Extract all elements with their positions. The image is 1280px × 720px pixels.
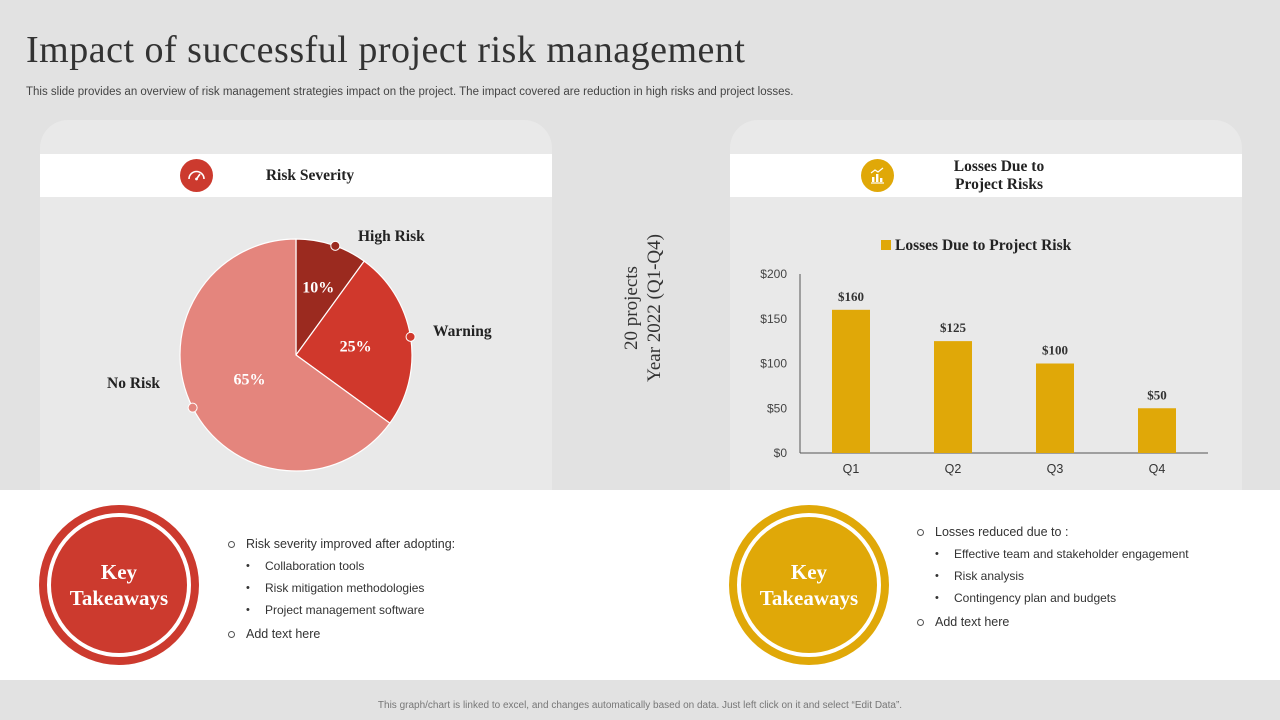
losses-header: Losses Due to Project Risks <box>730 154 1242 197</box>
pie-data-label: 25% <box>340 339 372 356</box>
side-label-line2: Year 2022 (Q1-Q4) <box>644 233 665 382</box>
badge-ring-right <box>737 513 881 657</box>
pie-category-label: No Risk <box>107 375 160 392</box>
pie-label-marker <box>330 240 341 251</box>
bar-data-label: $50 <box>1147 387 1167 402</box>
key-takeaways-badge-left: Key Takeaways <box>39 505 199 665</box>
bar-data-label: $100 <box>1042 343 1068 358</box>
takeaway-item: Add text here <box>228 623 455 645</box>
takeaway-subitem: Risk analysis <box>917 565 1189 587</box>
x-tick-label: Q4 <box>1149 462 1166 476</box>
takeaway-subitem: Contingency plan and budgets <box>917 587 1189 609</box>
takeaway-subitem: Collaboration tools <box>228 555 455 577</box>
pie-category-label: High Risk <box>358 228 425 245</box>
x-tick-label: Q2 <box>945 462 962 476</box>
key-takeaways-label-left: Key Takeaways <box>69 560 169 610</box>
key-takeaways-label-right: Key Takeaways <box>759 560 859 610</box>
losses-title-line1: Losses Due to <box>953 158 1045 175</box>
takeaway-item: Losses reduced due to : <box>917 521 1189 543</box>
pie-category-label: Warning <box>433 323 492 340</box>
bar-q4 <box>1138 408 1176 453</box>
bar-q3 <box>1036 363 1074 453</box>
y-tick-label: $50 <box>767 401 787 415</box>
bar-data-label: $160 <box>838 289 864 304</box>
bar-data-label: $125 <box>940 320 967 335</box>
x-tick-label: Q3 <box>1047 462 1064 476</box>
projects-side-label: 20 projects Year 2022 (Q1-Q4) <box>618 225 668 390</box>
pie-label-marker <box>187 402 198 413</box>
takeaway-subitem: Effective team and stakeholder engagemen… <box>917 543 1189 565</box>
losses-title: Losses Due to Project Risks <box>919 158 1079 194</box>
takeaway-item: Add text here <box>917 611 1189 633</box>
takeaway-subitem: Risk mitigation methodologies <box>228 577 455 599</box>
y-tick-label: $150 <box>760 312 787 326</box>
speedometer-icon <box>180 159 213 192</box>
takeaways-list-left: Risk severity improved after adopting: C… <box>228 533 455 645</box>
legend-label: Losses Due to Project Risk <box>895 237 1072 254</box>
side-label-line1: 20 projects <box>621 265 642 350</box>
bar-q1 <box>832 309 870 453</box>
pie-data-label: 10% <box>302 280 334 297</box>
y-tick-label: $0 <box>774 446 788 460</box>
y-tick-label: $100 <box>760 357 787 371</box>
losses-panel: Losses Due to Project Risks <box>730 120 1242 500</box>
page-title: Impact of successful project risk manage… <box>26 29 746 71</box>
losses-title-line2: Project Risks <box>955 176 1043 193</box>
chart-icon <box>861 159 894 192</box>
pie-data-label: 65% <box>233 372 265 389</box>
y-tick-label: $200 <box>760 267 787 281</box>
page-subtitle: This slide provides an overview of risk … <box>26 86 794 98</box>
x-tick-label: Q1 <box>843 462 860 476</box>
key-takeaways-badge-right: Key Takeaways <box>729 505 889 665</box>
legend-swatch <box>881 240 891 250</box>
losses-bar-chart: Losses Due to Project Risk $0 $50 $100 $150 $… <box>760 237 1208 476</box>
risk-severity-title: Risk Severity <box>265 167 355 184</box>
badge-ring-left <box>47 513 191 657</box>
takeaway-subitem: Project management software <box>228 599 455 621</box>
pie-label-marker <box>405 331 416 342</box>
footer-note: This graph/chart is linked to excel, and… <box>377 700 903 711</box>
takeaway-item: Risk severity improved after adopting: <box>228 533 455 555</box>
risk-severity-header: Risk Severity <box>40 154 552 197</box>
risk-severity-pie-chart: 10% High Risk 25% Warning 65% No Risk <box>107 228 492 472</box>
bar-q2 <box>934 341 972 453</box>
takeaways-list-right: Losses reduced due to : Effective team a… <box>917 521 1189 633</box>
